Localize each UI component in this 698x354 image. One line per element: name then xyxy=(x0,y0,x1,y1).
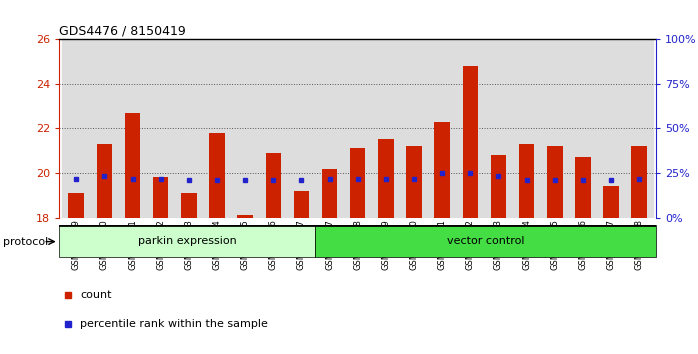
Bar xyxy=(372,39,400,218)
Bar xyxy=(315,39,343,218)
Bar xyxy=(96,144,112,218)
Bar xyxy=(59,225,315,257)
Text: parkin expression: parkin expression xyxy=(138,236,237,246)
Text: percentile rank within the sample: percentile rank within the sample xyxy=(80,319,268,329)
Bar xyxy=(463,66,478,218)
Bar xyxy=(259,39,288,218)
Bar xyxy=(428,39,456,218)
Text: protocol: protocol xyxy=(3,238,49,247)
Bar xyxy=(456,39,484,218)
Bar xyxy=(434,122,450,218)
Bar xyxy=(265,153,281,218)
Bar xyxy=(378,139,394,218)
Bar xyxy=(62,39,90,218)
Bar xyxy=(597,39,625,218)
Bar xyxy=(147,39,174,218)
Bar xyxy=(90,39,119,218)
Bar xyxy=(575,158,591,218)
Bar xyxy=(484,39,512,218)
Bar xyxy=(350,148,366,218)
Bar xyxy=(231,39,259,218)
Bar xyxy=(569,39,597,218)
Bar xyxy=(632,146,647,218)
Bar xyxy=(119,39,147,218)
Text: vector control: vector control xyxy=(447,236,524,246)
Bar xyxy=(209,133,225,218)
Bar xyxy=(625,39,653,218)
Bar xyxy=(406,146,422,218)
Bar xyxy=(237,216,253,218)
Bar xyxy=(174,39,203,218)
Bar xyxy=(547,146,563,218)
Bar xyxy=(68,193,84,218)
Bar xyxy=(181,193,197,218)
Bar xyxy=(512,39,541,218)
Bar xyxy=(400,39,428,218)
Text: GDS4476 / 8150419: GDS4476 / 8150419 xyxy=(59,25,186,38)
Bar xyxy=(288,39,315,218)
Bar xyxy=(322,169,337,218)
Bar xyxy=(294,191,309,218)
Bar xyxy=(519,144,535,218)
Bar xyxy=(203,39,231,218)
Bar xyxy=(153,177,168,218)
Bar xyxy=(491,155,506,218)
Text: count: count xyxy=(80,290,112,300)
Bar xyxy=(603,187,619,218)
Bar xyxy=(125,113,140,218)
Bar xyxy=(541,39,569,218)
Bar xyxy=(343,39,372,218)
Bar xyxy=(315,225,656,257)
